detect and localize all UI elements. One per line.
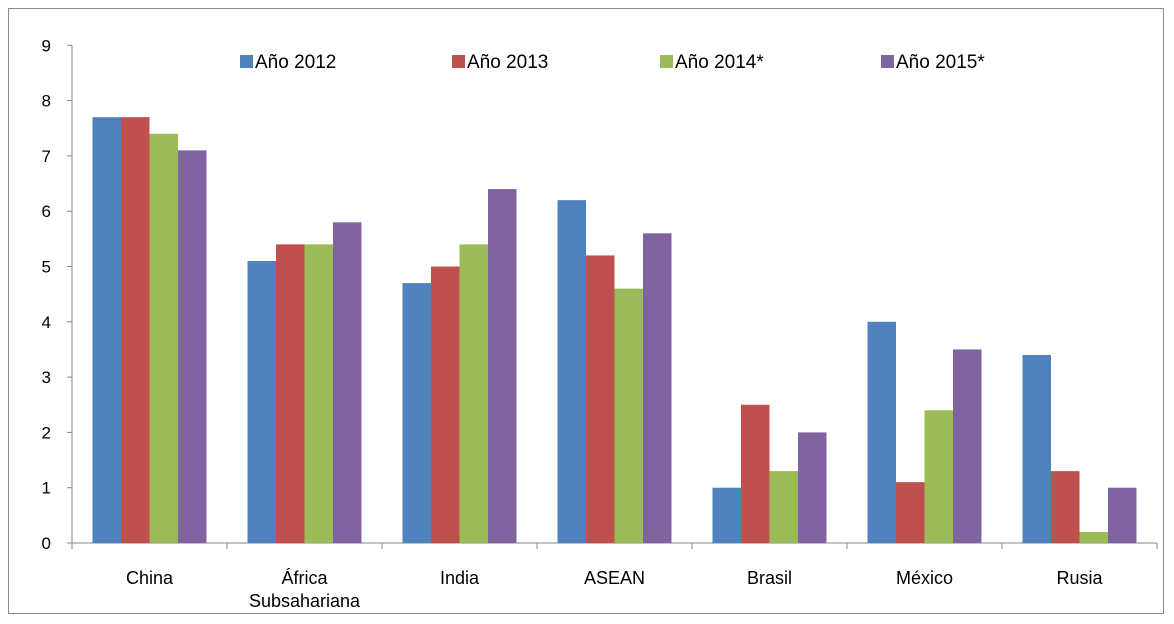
x-category-label: México bbox=[896, 568, 953, 588]
bar bbox=[614, 288, 643, 543]
x-category-label: ASEAN bbox=[584, 568, 645, 588]
bar bbox=[276, 244, 305, 543]
bar bbox=[741, 404, 770, 543]
legend-swatch bbox=[452, 55, 465, 68]
y-tick-label: 8 bbox=[42, 92, 51, 111]
bar bbox=[712, 487, 741, 543]
bar bbox=[149, 133, 178, 543]
legend-swatch bbox=[660, 55, 673, 68]
x-category-label: Brasil bbox=[747, 568, 792, 588]
y-tick-label: 4 bbox=[42, 313, 51, 332]
y-tick-label: 3 bbox=[42, 368, 51, 387]
bar bbox=[121, 117, 150, 543]
bar bbox=[953, 349, 982, 543]
bar bbox=[896, 482, 925, 543]
legend-swatch bbox=[240, 55, 253, 68]
bar bbox=[178, 150, 207, 543]
x-category-labels: China África Subsahariana India ASEAN Brasil M… bbox=[126, 568, 1104, 611]
bar bbox=[798, 432, 827, 543]
x-category-label: India bbox=[440, 568, 480, 588]
x-category-label: África bbox=[281, 568, 328, 588]
x-category-label: Subsahariana bbox=[249, 591, 361, 611]
bar bbox=[1079, 531, 1108, 543]
bar bbox=[402, 283, 431, 543]
bar bbox=[557, 200, 586, 543]
chart-legend: Año 2012 Año 2013 Año 2014* Año 2015* bbox=[240, 52, 985, 73]
bar bbox=[924, 410, 953, 543]
legend-label: Año 2012 bbox=[255, 52, 336, 73]
bar bbox=[769, 471, 798, 543]
bar bbox=[643, 233, 672, 543]
y-tick-label: 9 bbox=[42, 36, 51, 55]
bar bbox=[1051, 471, 1080, 543]
x-category-label: China bbox=[126, 568, 174, 588]
y-tick-labels: 0 1 2 3 4 5 6 7 8 9 bbox=[42, 36, 51, 553]
bar bbox=[304, 244, 333, 543]
y-tick-label: 2 bbox=[42, 423, 51, 442]
bar bbox=[867, 321, 896, 543]
y-tick-label: 5 bbox=[42, 258, 51, 277]
bar bbox=[431, 266, 460, 543]
bar bbox=[1108, 487, 1137, 543]
legend-label: Año 2014* bbox=[675, 52, 764, 73]
y-tick-label: 7 bbox=[42, 147, 51, 166]
legend-label: Año 2013 bbox=[467, 52, 548, 73]
chart-bars bbox=[92, 117, 1137, 543]
legend-swatch bbox=[881, 55, 894, 68]
legend-label: Año 2015* bbox=[896, 52, 985, 73]
bar bbox=[586, 255, 615, 543]
bar bbox=[92, 117, 121, 543]
bar bbox=[1022, 354, 1051, 543]
x-category-label: Rusia bbox=[1056, 568, 1103, 588]
bar bbox=[459, 244, 488, 543]
bar bbox=[333, 222, 362, 543]
bar bbox=[488, 189, 517, 543]
y-tick-label: 1 bbox=[42, 479, 51, 498]
y-tick-label: 6 bbox=[42, 202, 51, 221]
y-tick-label: 0 bbox=[42, 534, 51, 553]
bar bbox=[247, 260, 276, 543]
